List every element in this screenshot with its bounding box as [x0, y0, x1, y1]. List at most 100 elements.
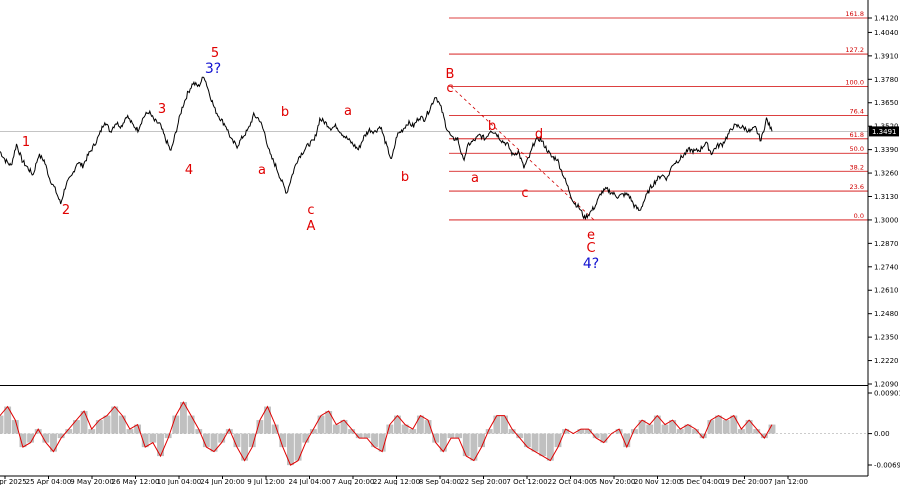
osc-bar: [141, 433, 149, 448]
osc-bar: [546, 433, 554, 461]
osc-bar: [386, 424, 394, 434]
fib-level-label: 23.6: [850, 183, 864, 191]
time-tick-label: 26 May 12:00: [111, 478, 159, 485]
osc-bar: [715, 415, 722, 434]
osc-bar: [401, 424, 409, 434]
wave-label: c: [446, 81, 453, 96]
osc-bar: [661, 424, 669, 434]
time-tick-label: 25 Apr 04:00: [26, 478, 72, 485]
time-tick-label: 10 Jun 04:00: [157, 478, 201, 485]
osc-bar: [325, 411, 333, 434]
time-tick-label: 20 Nov 12:00: [634, 478, 681, 485]
time-tick-label: 8 Sep 04:00: [419, 478, 461, 485]
osc-bar: [508, 429, 516, 434]
wave-label: a: [258, 163, 266, 178]
wave-label: a: [344, 104, 352, 119]
osc-bar: [118, 415, 126, 434]
osc-bar: [0, 415, 4, 434]
wave-label: 4: [185, 163, 193, 178]
fib-level-label: 61.8: [850, 131, 864, 139]
osc-bar: [577, 429, 585, 434]
osc-tick-label: 0.00901: [874, 390, 900, 398]
osc-bar: [302, 433, 310, 443]
osc-bar: [218, 433, 226, 443]
osc-bar: [501, 415, 508, 434]
osc-bar: [707, 420, 715, 434]
osc-bar: [111, 406, 119, 434]
price-tick-label: 1.3260: [874, 170, 899, 178]
osc-bar: [27, 433, 35, 443]
price-tick-label: 1.3390: [874, 146, 899, 154]
fib-level-label: 127.2: [845, 46, 864, 54]
osc-bar: [692, 429, 700, 434]
time-tick-label: 24 Jun 20:00: [200, 478, 244, 485]
wave-label: 1: [22, 135, 30, 150]
osc-bar: [676, 429, 684, 434]
osc-bar: [753, 429, 761, 434]
osc-bar: [615, 429, 623, 434]
price-tick-label: 1.2610: [874, 287, 899, 295]
wave-label: 5: [211, 46, 219, 61]
osc-bar: [646, 424, 654, 434]
osc-bar: [264, 406, 271, 434]
osc-bar: [271, 424, 279, 434]
osc-bar: [768, 424, 776, 434]
time-tick-label: 22 Sep 20:00: [460, 478, 507, 485]
wave-label: e: [587, 228, 595, 243]
fib-trend-line: [450, 86, 595, 221]
osc-bar: [623, 433, 631, 448]
wave-label: b: [488, 119, 496, 134]
price-tick-label: 1.2740: [874, 263, 899, 271]
osc-bar: [225, 429, 233, 434]
osc-bar: [638, 420, 646, 434]
time-tick-label: 9 May 20:00: [70, 478, 114, 485]
wave-label: b: [281, 105, 289, 120]
time-tick-label: 11 Apr 2025: [0, 478, 27, 485]
osc-bar: [600, 433, 608, 443]
osc-bar: [478, 433, 485, 448]
wave-label: A: [307, 219, 316, 234]
osc-bar: [340, 420, 348, 434]
osc-bar: [730, 415, 738, 434]
osc-bar: [42, 433, 50, 443]
wave-label: d: [535, 127, 543, 142]
wave-label: 3: [158, 102, 166, 117]
wave-label: 2: [62, 203, 70, 218]
osc-bar: [669, 420, 677, 434]
osc-bar: [523, 433, 531, 448]
osc-bar: [554, 433, 562, 448]
time-tick-label: 9 Jul 12:00: [247, 478, 285, 485]
osc-bar: [439, 433, 447, 452]
time-tick-label: 24 Jul 04:00: [289, 478, 331, 485]
osc-bar: [149, 433, 157, 443]
osc-bar: [294, 433, 302, 461]
osc-bar: [684, 424, 692, 434]
osc-bar: [34, 429, 42, 434]
osc-bar: [103, 415, 111, 434]
osc-bar: [355, 433, 363, 439]
osc-bar: [309, 429, 317, 434]
osc-bar: [760, 433, 768, 439]
current-price-badge: [869, 126, 899, 137]
osc-bar: [737, 429, 745, 434]
osc-bar: [432, 433, 440, 443]
osc-bar: [562, 429, 570, 434]
time-tick-label: 22 Oct 04:00: [548, 478, 594, 485]
wave-label: a: [471, 171, 479, 186]
osc-bar: [455, 433, 463, 439]
fib-level-label: 38.2: [850, 163, 864, 171]
time-tick-label: 5 Nov 20:00: [593, 478, 636, 485]
osc-bar: [447, 433, 455, 439]
osc-signal-line: [0, 401, 773, 466]
osc-bar: [256, 420, 264, 434]
osc-bar: [164, 433, 172, 439]
current-price-label: 1.3491: [872, 128, 897, 136]
osc-bar: [378, 433, 386, 452]
osc-bar: [95, 420, 103, 434]
osc-bar: [332, 424, 340, 434]
wave-label: C: [586, 241, 595, 256]
osc-bar: [317, 415, 325, 434]
osc-tick-label: 0.00: [874, 430, 890, 438]
osc-tick-label: -0.00697: [874, 462, 900, 470]
